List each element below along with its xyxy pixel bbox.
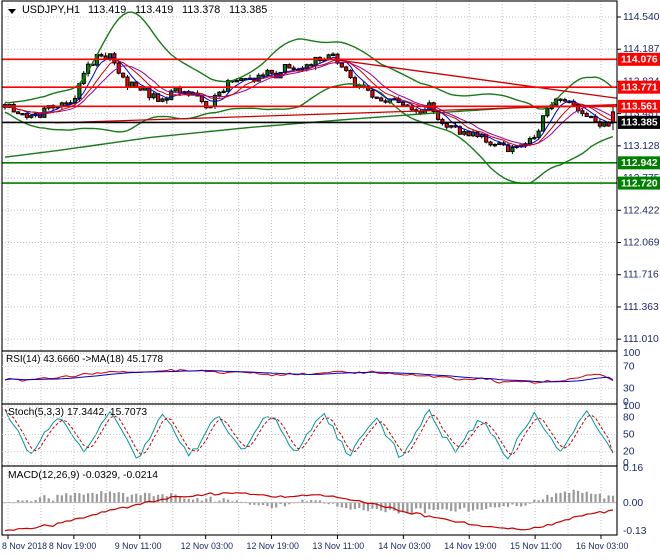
svg-text:RSI(14) 43.6660 ->MA(18) 45.1: RSI(14) 43.6660 ->MA(18) 45.1778	[6, 354, 163, 365]
svg-text:30: 30	[623, 384, 635, 395]
svg-text:9 Nov 11:00: 9 Nov 11:00	[115, 541, 162, 551]
svg-text:114.076: 114.076	[621, 55, 658, 66]
svg-text:113.385: 113.385	[621, 118, 658, 129]
svg-text:113.771: 113.771	[621, 82, 658, 93]
svg-text:15 Nov 11:00: 15 Nov 11:00	[510, 541, 562, 551]
svg-text:80: 80	[623, 412, 635, 423]
svg-text:112.942: 112.942	[621, 158, 658, 169]
svg-text:100: 100	[623, 401, 640, 412]
svg-text:Stoch(5,3,3) 17.3442, 15.7073: Stoch(5,3,3) 17.3442, 15.7073	[8, 407, 147, 418]
svg-text:70: 70	[623, 361, 635, 372]
svg-text:114.540: 114.540	[623, 12, 660, 23]
svg-text:112.069: 112.069	[623, 238, 660, 249]
svg-text:50: 50	[623, 430, 635, 441]
svg-text:14 Nov 19:00: 14 Nov 19:00	[444, 541, 496, 551]
svg-text:14 Nov 03:00: 14 Nov 03:00	[378, 541, 430, 551]
svg-text:12 Nov 19:00: 12 Nov 19:00	[247, 541, 299, 551]
svg-text:MACD(12,26,9) -0.0329, -0.0214: MACD(12,26,9) -0.0329, -0.0214	[8, 470, 158, 481]
svg-text:113.378: 113.378	[182, 4, 220, 16]
svg-text:0.16: 0.16	[623, 463, 643, 474]
svg-text:113.419: 113.419	[88, 4, 126, 16]
svg-text:111.716: 111.716	[623, 270, 659, 281]
svg-text:8 Nov 2018: 8 Nov 2018	[2, 541, 47, 551]
svg-text:113.128: 113.128	[623, 141, 660, 152]
svg-text:20: 20	[623, 447, 635, 458]
svg-text:111.010: 111.010	[623, 334, 659, 345]
svg-text:16 Nov 03:00: 16 Nov 03:00	[576, 541, 628, 551]
svg-text:-0.13: -0.13	[623, 526, 647, 537]
svg-text:113.419: 113.419	[135, 4, 173, 16]
svg-text:112.720: 112.720	[621, 178, 658, 189]
svg-text:113.561: 113.561	[621, 102, 658, 113]
svg-text:8 Nov 19:00: 8 Nov 19:00	[49, 541, 97, 551]
svg-text:112.422: 112.422	[623, 205, 660, 216]
svg-text:100: 100	[623, 348, 640, 359]
svg-text:USDJPY,H1: USDJPY,H1	[22, 4, 80, 16]
svg-text:12 Nov 03:00: 12 Nov 03:00	[181, 541, 233, 551]
svg-text:111.363: 111.363	[623, 302, 659, 313]
svg-text:113.385: 113.385	[229, 4, 267, 16]
svg-text:13 Nov 11:00: 13 Nov 11:00	[312, 541, 364, 551]
svg-text:0.00: 0.00	[623, 498, 643, 509]
